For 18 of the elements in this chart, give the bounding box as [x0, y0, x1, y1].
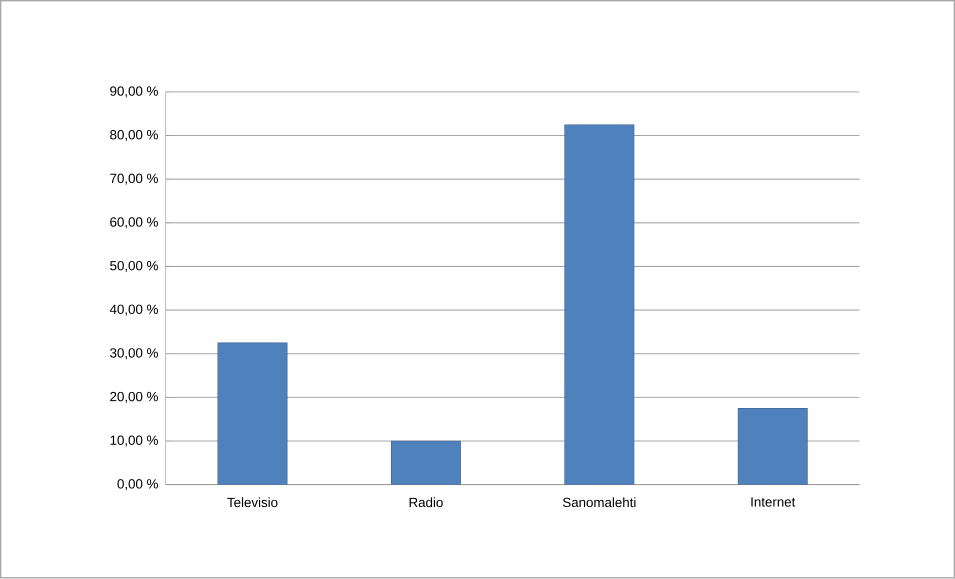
y-tick-label: 80,00 % [110, 130, 158, 142]
bar [218, 342, 288, 485]
y-tick-label: 0,00 % [117, 479, 158, 490]
x-tick-label: Sanomalehti [562, 498, 636, 508]
y-tick-label: 90,00 % [110, 86, 158, 98]
y-tick-label: 60,00 % [110, 218, 158, 229]
bar [738, 408, 808, 485]
y-tick-label: 30,00 % [110, 348, 158, 360]
bar [390, 440, 461, 485]
bar [564, 124, 634, 485]
y-tick-label: 70,00 % [110, 174, 158, 185]
y-tick-label: 50,00 % [110, 261, 158, 272]
x-tick-label: Televisio [227, 498, 278, 508]
y-tick-label: 20,00 % [110, 392, 158, 404]
y-tick-label: 10,00 % [110, 436, 158, 447]
x-tick-label: Radio [410, 498, 443, 508]
y-tick-label: 40,00 % [110, 304, 158, 316]
x-tick-label: Internet [751, 498, 796, 507]
